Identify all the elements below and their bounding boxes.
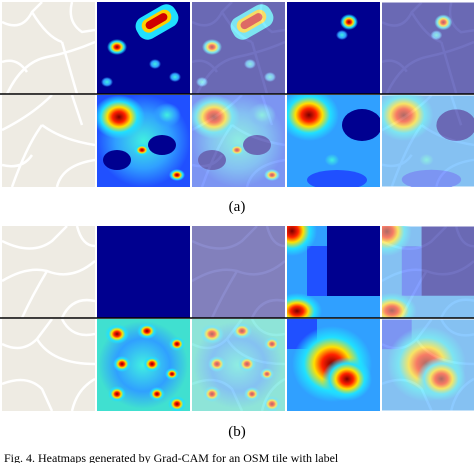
panel-label: (b)	[228, 424, 246, 440]
panel-b: (b)	[0, 226, 474, 440]
caption: Fig. 4. Heatmaps generated by Grad-CAM f…	[4, 451, 339, 463]
panel-a: (a)	[0, 2, 474, 215]
panel-label: (a)	[229, 199, 246, 215]
